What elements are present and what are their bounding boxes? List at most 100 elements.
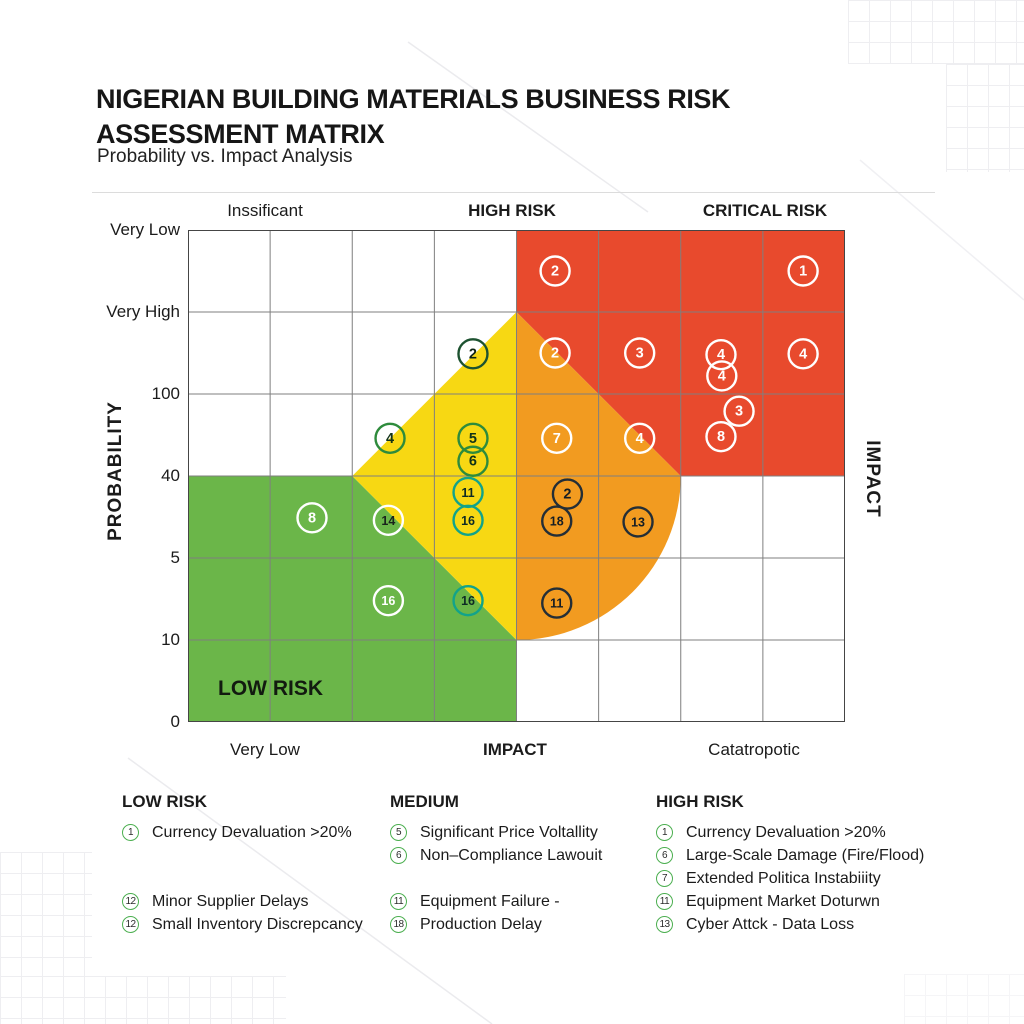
legend-number-badge: 12 — [122, 893, 139, 910]
svg-text:2: 2 — [563, 487, 571, 503]
svg-text:4: 4 — [386, 431, 394, 447]
top-label-critical-risk: CRITICAL RISK — [702, 201, 828, 220]
svg-text:18: 18 — [550, 515, 564, 529]
legend-number-badge: 1 — [656, 824, 673, 841]
svg-text:3: 3 — [636, 346, 644, 362]
risk-point-4: 4 — [706, 360, 738, 392]
risk-point-18: 18 — [541, 505, 573, 537]
bottom-label-catastrophic: Catatropotic — [708, 740, 800, 759]
bottom-label-very-low: Very Low — [230, 740, 300, 759]
legend-item: 1 Currency Devaluation >20% — [122, 821, 363, 844]
grid-lines — [188, 230, 845, 722]
svg-text:2: 2 — [469, 346, 477, 362]
legend-item: 5 Significant Price Voltallity — [390, 821, 602, 844]
legend-item: 11 Equipment Market Doturwn — [656, 890, 924, 913]
risk-point-14: 14 — [372, 504, 405, 536]
svg-text:11: 11 — [550, 597, 563, 611]
legend-item-label: Currency Devaluation >20% — [686, 823, 886, 841]
y-tick-10: 10 — [161, 630, 180, 649]
legend-number-badge: 1 — [122, 824, 139, 841]
top-label-insignificant: Inssificant — [227, 201, 303, 220]
legend-item-label: Cyber Attck - Data Loss — [686, 915, 855, 933]
svg-text:16: 16 — [381, 594, 395, 608]
risk-point-3: 3 — [623, 337, 656, 369]
corner-grid-decoration — [848, 0, 1024, 64]
legend-column-medium: MEDIUM 5 Significant Price Voltallity 6 Non… — [390, 792, 602, 936]
legend-item-label: Equipment Failure - — [420, 892, 560, 910]
risk-point-2: 2 — [551, 478, 584, 510]
legend-item: 7 Extended Politica Instabiiity — [656, 867, 924, 890]
risk-point-13: 13 — [622, 506, 654, 538]
svg-text:6: 6 — [469, 454, 477, 470]
x-axis-title-right: IMPACT — [862, 440, 883, 518]
legend-number-badge: 5 — [390, 824, 407, 841]
legend-header-high-risk: HIGH RISK — [656, 792, 744, 811]
risk-point-2: 2 — [539, 255, 571, 287]
svg-text:16: 16 — [461, 594, 475, 608]
y-tick-100: 100 — [151, 384, 180, 403]
risk-point-1: 1 — [787, 255, 819, 287]
corner-grid-decoration — [904, 974, 1024, 1024]
legend-number-badge: 7 — [656, 870, 673, 887]
corner-grid-decoration — [946, 64, 1024, 172]
legend-number-badge: 6 — [656, 847, 673, 864]
svg-text:13: 13 — [631, 515, 645, 529]
legend-item-label: Extended Politica Instabiiity — [686, 869, 881, 887]
risk-point-4: 4 — [705, 338, 737, 371]
legend-item: 12 Minor Supplier Delays — [122, 890, 363, 913]
legend-number-badge: 12 — [122, 916, 139, 933]
risk-matrix-plot: LOW RISK 2 1 2 2 3 4 4 4 3 8 4 5 6 7 4 8 14 11 16 2 18 13 16 16… — [187, 229, 846, 727]
legend-number-badge: 13 — [656, 916, 673, 933]
legend-header-medium: MEDIUM — [390, 792, 459, 811]
top-label-high-risk: HIGH RISK — [468, 201, 556, 220]
legend-items: 1 Currency Devaluation >20% 6 Large-Scale D… — [656, 821, 924, 936]
legend-item-label: Currency Devaluation >20% — [152, 823, 352, 841]
legend-items: 5 Significant Price Voltallity 6 Non–Compli… — [390, 821, 602, 936]
legend-column-low-risk: LOW RISK 1 Currency Devaluation >20% 12 Min… — [122, 792, 363, 936]
legend-item: 12 Small Inventory Discrepcancy — [122, 913, 363, 936]
svg-text:2: 2 — [551, 346, 559, 362]
legend-column-high-risk: HIGH RISK 1 Currency Devaluation >20% 6 Lar… — [656, 792, 924, 936]
legend-item: 11 Equipment Failure - — [390, 890, 602, 913]
legend-number-badge: 11 — [656, 893, 673, 910]
svg-text:8: 8 — [308, 510, 316, 526]
svg-text:16: 16 — [461, 514, 475, 528]
risk-point-4: 4 — [623, 422, 656, 454]
svg-text:4: 4 — [799, 346, 807, 362]
y-tick-0: 0 — [170, 712, 180, 731]
risk-point-16: 16 — [452, 504, 484, 536]
legend-number-badge: 11 — [390, 893, 407, 910]
page-subtitle: Probability vs. Impact Analysis — [97, 146, 353, 167]
bottom-label-impact: IMPACT — [483, 740, 547, 759]
legend-item: 18 Production Delay — [390, 913, 602, 936]
legend-item-label: Equipment Market Doturwn — [686, 892, 880, 910]
legend-item: 6 Large-Scale Damage (Fire/Flood) — [656, 844, 924, 867]
legend-item: 1 Currency Devaluation >20% — [656, 821, 924, 844]
legend-item-label: Non–Compliance Lawouit — [420, 846, 603, 864]
legend-items: 1 Currency Devaluation >20% 12 Minor Suppli… — [122, 821, 363, 936]
legend-item-label: Production Delay — [420, 915, 542, 933]
corner-grid-decoration — [0, 852, 92, 976]
legend-item-label: Large-Scale Damage (Fire/Flood) — [686, 846, 925, 864]
risk-point-8: 8 — [705, 420, 737, 453]
page-title: NIGERIAN BUILDING MATERIALS BUSINESS RIS… — [96, 84, 731, 150]
y-axis-title: PROBABILITY — [105, 401, 126, 541]
risk-point-16: 16 — [452, 584, 484, 617]
svg-text:4: 4 — [636, 431, 644, 447]
risk-point-2: 2 — [539, 337, 571, 369]
svg-text:5: 5 — [469, 431, 477, 447]
risk-point-11: 11 — [541, 587, 573, 619]
legend-number-badge: 6 — [390, 847, 407, 864]
svg-text:11: 11 — [461, 486, 474, 500]
corner-grid-decoration — [0, 976, 286, 1024]
risk-point-3: 3 — [723, 395, 755, 427]
svg-text:14: 14 — [381, 514, 395, 528]
svg-text:4: 4 — [717, 347, 725, 363]
legend-number-badge: 18 — [390, 916, 407, 933]
risk-point-6: 6 — [457, 445, 489, 477]
risk-point-4: 4 — [787, 338, 819, 370]
risk-point-4: 4 — [374, 422, 406, 454]
risk-point-5: 5 — [457, 422, 489, 454]
